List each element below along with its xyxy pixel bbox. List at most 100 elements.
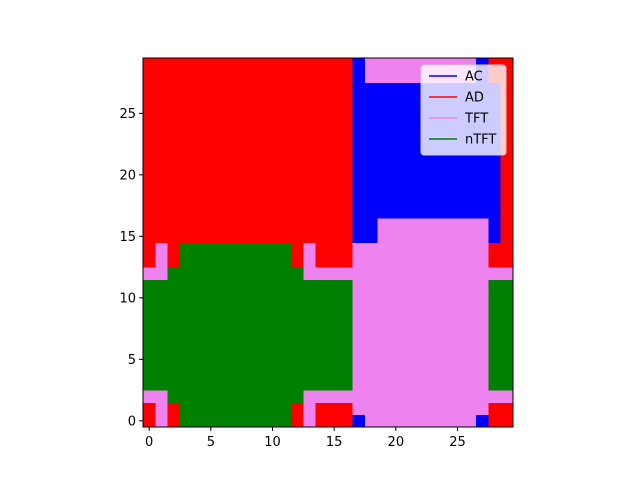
heatmap-cell (377, 267, 391, 280)
heatmap-cell (365, 267, 378, 280)
heatmap-cell (217, 279, 230, 293)
heatmap-cell (192, 304, 206, 317)
heatmap-cell (352, 402, 366, 416)
heatmap-cell (241, 131, 255, 145)
heatmap-cell (278, 119, 292, 133)
heatmap-cell (155, 205, 169, 219)
heatmap-cell (451, 402, 465, 416)
heatmap-cell (315, 168, 329, 182)
heatmap-cell (488, 353, 502, 366)
heatmap-cell (278, 131, 292, 145)
heatmap-cell (488, 193, 502, 206)
heatmap-cell (241, 304, 255, 317)
heatmap-cell (389, 377, 403, 391)
heatmap-cell (340, 304, 354, 317)
heatmap-cell (476, 390, 489, 403)
heatmap-cell (217, 82, 230, 96)
heatmap-cell (402, 328, 415, 342)
heatmap-cell (414, 254, 428, 268)
x-tick-label: 20 (388, 435, 405, 450)
heatmap-cell (365, 205, 378, 219)
heatmap-cell (229, 353, 243, 366)
heatmap-cell (340, 402, 354, 416)
heatmap-cell (402, 267, 415, 280)
heatmap-cell (204, 70, 218, 83)
heatmap-cell (167, 156, 181, 170)
heatmap-cell (328, 340, 341, 354)
heatmap-cell (500, 230, 514, 243)
heatmap-cell (241, 242, 255, 256)
heatmap-cell (241, 230, 255, 243)
heatmap-cell (155, 156, 169, 170)
heatmap-cell (254, 82, 267, 96)
heatmap-cell (451, 328, 465, 342)
heatmap-cell (488, 291, 502, 305)
heatmap-cell (439, 402, 452, 416)
heatmap-cell (315, 316, 329, 329)
heatmap-cell (254, 365, 267, 379)
heatmap-cell (229, 254, 243, 268)
heatmap-cell (414, 340, 428, 354)
heatmap-cell (315, 82, 329, 96)
heatmap-cell (303, 82, 317, 96)
heatmap-cell (488, 328, 502, 342)
heatmap-cell (167, 377, 181, 391)
heatmap-cell (377, 217, 391, 231)
heatmap-cell (426, 390, 440, 403)
heatmap-cell (463, 340, 477, 354)
heatmap-cell (192, 390, 206, 403)
heatmap-cell (340, 168, 354, 182)
heatmap-cell (155, 181, 169, 194)
heatmap-cell (254, 340, 267, 354)
heatmap-cell (476, 205, 489, 219)
heatmap-cell (241, 377, 255, 391)
heatmap-cell (217, 70, 230, 83)
heatmap-cell (180, 254, 193, 268)
heatmap-cell (389, 353, 403, 366)
heatmap-cell (451, 340, 465, 354)
heatmap-cell (254, 144, 267, 157)
heatmap-cell (377, 254, 391, 268)
heatmap-cell (192, 242, 206, 256)
heatmap-cell (204, 131, 218, 145)
heatmap-cell (254, 267, 267, 280)
heatmap-cell (352, 242, 366, 256)
heatmap-cell (143, 205, 156, 219)
heatmap-cell (303, 181, 317, 194)
heatmap-cell (217, 377, 230, 391)
heatmap-cell (291, 304, 304, 317)
heatmap-cell (155, 279, 169, 293)
heatmap-cell (377, 181, 391, 194)
heatmap-cell (192, 217, 206, 231)
heatmap-cell (439, 168, 452, 182)
heatmap-cell (352, 414, 366, 428)
heatmap-cell (291, 193, 304, 206)
heatmap-cell (488, 402, 502, 416)
heatmap-cell (402, 402, 415, 416)
heatmap-cell (500, 340, 514, 354)
heatmap-cell (217, 353, 230, 366)
heatmap-cell (476, 254, 489, 268)
y-tick-label: 20 (119, 168, 136, 183)
heatmap-cell (180, 58, 193, 71)
heatmap-cell (303, 94, 317, 108)
heatmap-cell (365, 291, 378, 305)
heatmap-cell (143, 82, 156, 96)
heatmap-cell (143, 156, 156, 170)
heatmap-cell (192, 328, 206, 342)
heatmap-cell (204, 119, 218, 133)
heatmap-cell (229, 230, 243, 243)
heatmap-cell (377, 353, 391, 366)
heatmap-cell (352, 304, 366, 317)
heatmap-cell (365, 131, 378, 145)
heatmap-cell (278, 377, 292, 391)
heatmap-cell (451, 267, 465, 280)
heatmap-cell (414, 279, 428, 293)
heatmap-cell (291, 291, 304, 305)
heatmap-cell (303, 144, 317, 157)
heatmap-cell (377, 205, 391, 219)
heatmap-cell (155, 365, 169, 379)
heatmap-cell (217, 304, 230, 317)
heatmap-cell (352, 328, 366, 342)
heatmap-cell (463, 328, 477, 342)
